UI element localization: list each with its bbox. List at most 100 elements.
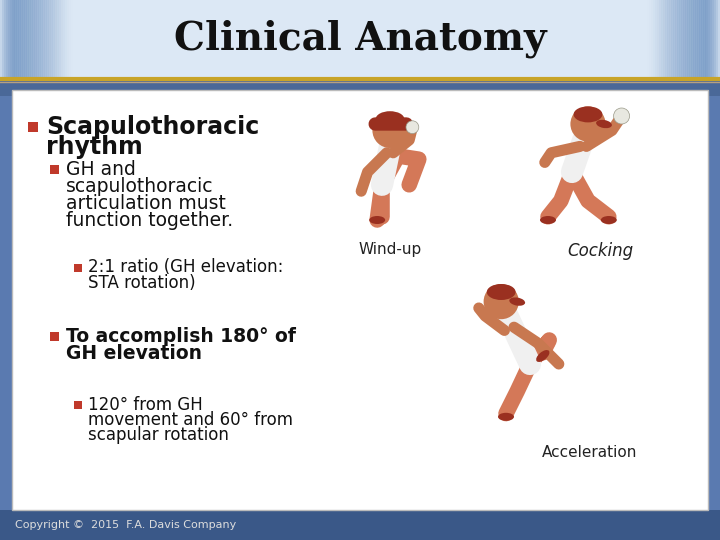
Bar: [651, 0, 666, 78]
Bar: [689, 0, 704, 78]
Ellipse shape: [376, 111, 405, 127]
Text: articulation must: articulation must: [66, 194, 226, 213]
Ellipse shape: [509, 298, 525, 306]
Text: GH elevation: GH elevation: [66, 344, 202, 363]
Bar: [693, 0, 708, 78]
Bar: [691, 0, 706, 78]
Bar: [705, 0, 720, 78]
Bar: [12, 90, 708, 510]
Text: Wind-up: Wind-up: [359, 242, 422, 257]
Bar: [28, 122, 38, 132]
Text: rhythm: rhythm: [46, 135, 143, 159]
Bar: [38, 0, 53, 78]
Bar: [701, 0, 716, 78]
Bar: [50, 332, 59, 341]
Bar: [657, 0, 672, 78]
Bar: [32, 0, 47, 78]
Bar: [44, 0, 59, 78]
Bar: [6, 0, 21, 78]
Text: 2:1 ratio (GH elevation:: 2:1 ratio (GH elevation:: [88, 259, 284, 276]
Bar: [46, 0, 61, 78]
Bar: [681, 0, 696, 78]
Bar: [8, 0, 23, 78]
Bar: [653, 0, 668, 78]
Ellipse shape: [600, 216, 617, 224]
Bar: [58, 0, 73, 78]
Bar: [14, 0, 29, 78]
Bar: [34, 0, 49, 78]
Text: Clinical Anatomy: Clinical Anatomy: [174, 20, 546, 58]
Text: Copyright ©  2015  F.A. Davis Company: Copyright © 2015 F.A. Davis Company: [15, 520, 236, 530]
Bar: [40, 0, 55, 78]
Ellipse shape: [395, 121, 410, 130]
Circle shape: [613, 108, 629, 124]
Bar: [671, 0, 686, 78]
Bar: [703, 0, 718, 78]
Bar: [24, 0, 39, 78]
Ellipse shape: [369, 216, 385, 224]
Bar: [699, 0, 714, 78]
Bar: [74, 401, 82, 409]
Bar: [42, 0, 57, 78]
Bar: [655, 0, 670, 78]
Bar: [4, 0, 19, 78]
Ellipse shape: [487, 284, 516, 300]
Text: function together.: function together.: [66, 211, 233, 230]
Bar: [18, 0, 33, 78]
Bar: [683, 0, 698, 78]
Circle shape: [372, 113, 408, 148]
Bar: [52, 0, 67, 78]
Text: scapular rotation: scapular rotation: [88, 426, 229, 444]
Bar: [663, 0, 678, 78]
Bar: [659, 0, 674, 78]
Circle shape: [570, 106, 606, 141]
Bar: [679, 0, 694, 78]
Ellipse shape: [536, 350, 549, 362]
Bar: [697, 0, 712, 78]
Bar: [20, 0, 35, 78]
Bar: [2, 0, 17, 78]
Bar: [28, 0, 43, 78]
Text: movement and 60° from: movement and 60° from: [88, 411, 293, 429]
Text: scapulothoracic: scapulothoracic: [66, 177, 214, 196]
Ellipse shape: [498, 413, 514, 421]
Text: STA rotation): STA rotation): [88, 273, 196, 292]
Text: To accomplish 180° of: To accomplish 180° of: [66, 327, 296, 346]
Bar: [0, 78, 720, 96]
Bar: [56, 0, 71, 78]
Bar: [50, 165, 59, 174]
Text: GH and: GH and: [66, 160, 136, 179]
Bar: [74, 264, 82, 272]
Bar: [669, 0, 684, 78]
Bar: [0, 0, 720, 78]
Bar: [48, 0, 63, 78]
Bar: [26, 0, 41, 78]
Bar: [12, 0, 27, 78]
Bar: [661, 0, 676, 78]
Bar: [647, 0, 662, 78]
Text: Cocking: Cocking: [567, 242, 633, 260]
Text: Acceleration: Acceleration: [542, 445, 638, 460]
Circle shape: [406, 121, 419, 133]
Text: 120° from GH: 120° from GH: [88, 396, 203, 414]
Bar: [673, 0, 688, 78]
Bar: [0, 0, 15, 78]
Bar: [50, 0, 65, 78]
Ellipse shape: [596, 120, 612, 128]
Text: Scapulothoracic: Scapulothoracic: [46, 115, 259, 139]
Bar: [649, 0, 664, 78]
Bar: [677, 0, 692, 78]
Bar: [30, 0, 45, 78]
Circle shape: [484, 284, 519, 319]
Ellipse shape: [574, 106, 603, 123]
Bar: [36, 0, 51, 78]
Bar: [54, 0, 69, 78]
Bar: [695, 0, 710, 78]
Bar: [675, 0, 690, 78]
Bar: [16, 0, 31, 78]
Bar: [685, 0, 700, 78]
Bar: [687, 0, 702, 78]
Bar: [0, 510, 720, 540]
Bar: [667, 0, 682, 78]
Bar: [22, 0, 37, 78]
